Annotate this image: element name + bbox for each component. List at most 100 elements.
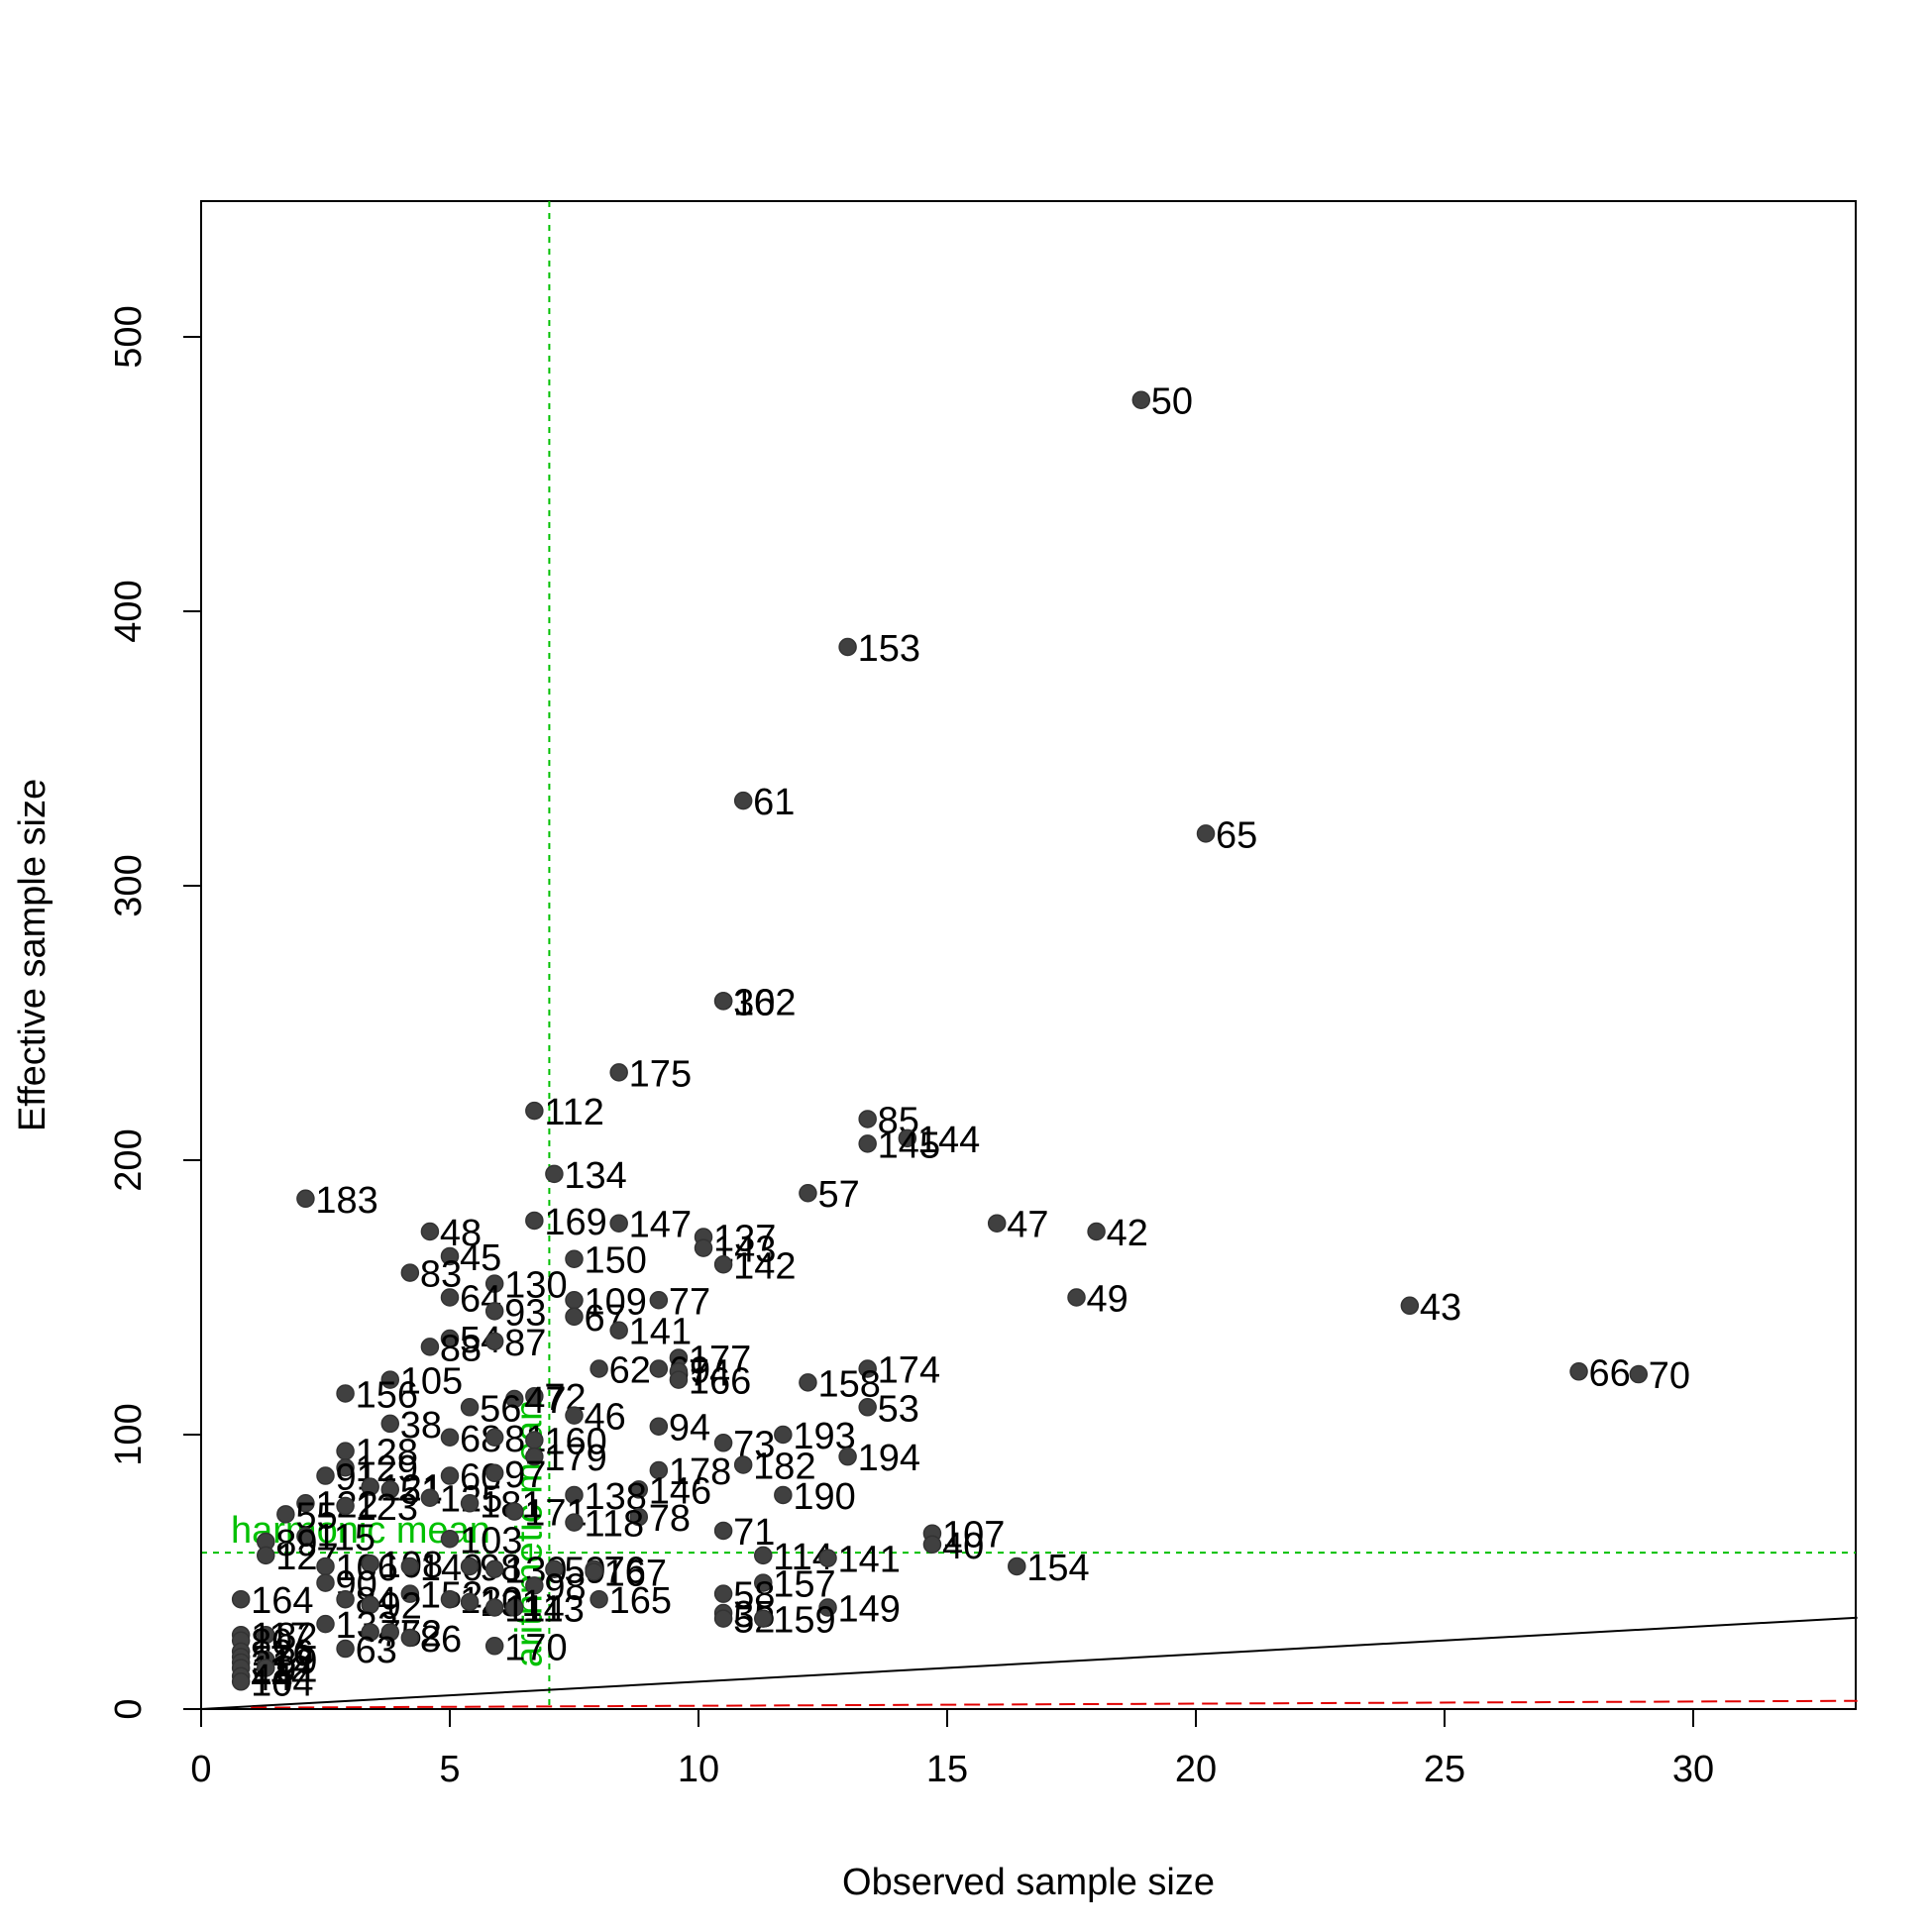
data-point bbox=[669, 1370, 689, 1389]
x-tick-label: 10 bbox=[678, 1749, 719, 1790]
data-point bbox=[484, 1302, 504, 1321]
data-point bbox=[609, 1321, 628, 1340]
data-point bbox=[1008, 1556, 1026, 1576]
data-point bbox=[799, 1183, 817, 1203]
point-label: 56 bbox=[480, 1388, 521, 1430]
point-label: 39 bbox=[275, 1641, 317, 1682]
point-label: 97 bbox=[504, 1454, 546, 1496]
data-point bbox=[484, 1463, 504, 1483]
data-point bbox=[296, 1494, 315, 1513]
point-label: 162 bbox=[733, 982, 796, 1023]
x-tick-label: 15 bbox=[926, 1749, 968, 1790]
point-label: 30 bbox=[733, 982, 775, 1023]
data-point bbox=[565, 1485, 584, 1505]
data-point bbox=[361, 1623, 379, 1642]
point-label: 183 bbox=[315, 1180, 377, 1222]
data-point bbox=[400, 1263, 420, 1282]
data-point bbox=[257, 1625, 275, 1645]
data-point bbox=[380, 1370, 400, 1389]
data-point bbox=[380, 1623, 400, 1642]
data-point bbox=[545, 1559, 564, 1578]
data-point bbox=[629, 1507, 649, 1527]
point-label: 169 bbox=[544, 1202, 606, 1243]
point-label: 142 bbox=[733, 1245, 796, 1287]
data-point bbox=[774, 1425, 793, 1445]
data-point bbox=[440, 1246, 460, 1266]
point-label: 62 bbox=[609, 1350, 651, 1392]
data-point bbox=[484, 1332, 504, 1351]
point-label: 177 bbox=[689, 1339, 751, 1380]
point-label: 174 bbox=[878, 1350, 940, 1392]
data-point bbox=[565, 1291, 584, 1310]
data-point bbox=[858, 1359, 877, 1378]
data-point bbox=[505, 1502, 524, 1521]
point-label: 98 bbox=[544, 1566, 586, 1608]
data-point bbox=[400, 1556, 420, 1576]
data-point bbox=[440, 1329, 460, 1348]
data-point bbox=[296, 1527, 315, 1546]
data-point bbox=[440, 1530, 460, 1549]
data-point bbox=[1067, 1288, 1086, 1307]
point-label: 156 bbox=[356, 1374, 418, 1416]
point-label: 134 bbox=[564, 1155, 626, 1197]
point-label: 103 bbox=[460, 1520, 522, 1561]
data-point bbox=[733, 1455, 753, 1474]
data-point bbox=[713, 1609, 733, 1628]
point-label: 157 bbox=[773, 1564, 835, 1606]
point-label: 190 bbox=[793, 1476, 855, 1518]
point-label: 40 bbox=[942, 1526, 984, 1567]
data-point bbox=[336, 1589, 355, 1609]
y-axis-title: Effective sample size bbox=[12, 779, 54, 1131]
data-point bbox=[484, 1637, 504, 1656]
data-point bbox=[609, 1214, 628, 1233]
data-point bbox=[231, 1672, 251, 1691]
point-label: 91 bbox=[275, 1649, 317, 1690]
data-point bbox=[460, 1556, 480, 1576]
data-point bbox=[484, 1274, 504, 1293]
data-point bbox=[525, 1101, 544, 1121]
point-label: 66 bbox=[1589, 1352, 1631, 1394]
data-point bbox=[440, 1589, 460, 1609]
point-label: 58 bbox=[733, 1575, 775, 1617]
data-point bbox=[336, 1496, 355, 1516]
point-label: 117 bbox=[251, 1616, 311, 1658]
data-point bbox=[440, 1466, 460, 1485]
point-label: 164 bbox=[251, 1580, 313, 1622]
point-label: 45 bbox=[460, 1237, 501, 1279]
point-label: 89 bbox=[275, 1523, 317, 1564]
point-label: 47 bbox=[1007, 1205, 1048, 1246]
point-label: 43 bbox=[1420, 1287, 1461, 1329]
data-point bbox=[1087, 1222, 1106, 1241]
x-axis: 0 5 10 15 20 25 30 bbox=[190, 1708, 1714, 1790]
point-label: 104 bbox=[251, 1663, 313, 1704]
data-point bbox=[590, 1359, 608, 1378]
data-point bbox=[1400, 1296, 1420, 1316]
data-point bbox=[649, 1291, 669, 1310]
data-point bbox=[484, 1559, 504, 1578]
data-point bbox=[440, 1288, 460, 1307]
point-label: 86 bbox=[420, 1619, 462, 1661]
data-point bbox=[922, 1535, 942, 1555]
data-point bbox=[525, 1386, 544, 1406]
data-point bbox=[754, 1573, 773, 1592]
data-point bbox=[713, 1521, 733, 1541]
point-label: 78 bbox=[649, 1498, 691, 1540]
data-point bbox=[484, 1428, 504, 1448]
point-label: 150 bbox=[585, 1240, 647, 1282]
point-label: 70 bbox=[1649, 1355, 1690, 1397]
point-label: 170 bbox=[504, 1627, 567, 1668]
data-point bbox=[316, 1614, 335, 1634]
y-tick-label: 0 bbox=[108, 1698, 150, 1719]
point-label: 92 bbox=[380, 1586, 422, 1628]
data-point bbox=[1629, 1364, 1649, 1384]
point-label: 46 bbox=[585, 1397, 626, 1439]
data-point bbox=[858, 1398, 877, 1417]
point-label: 47 bbox=[524, 1380, 566, 1422]
data-point bbox=[361, 1477, 379, 1496]
data-point bbox=[316, 1573, 335, 1592]
data-point bbox=[1196, 824, 1216, 843]
data-point bbox=[336, 1457, 355, 1477]
point-label: 165 bbox=[609, 1580, 672, 1622]
y-tick-label: 400 bbox=[108, 580, 150, 642]
point-label: 77 bbox=[669, 1281, 710, 1323]
